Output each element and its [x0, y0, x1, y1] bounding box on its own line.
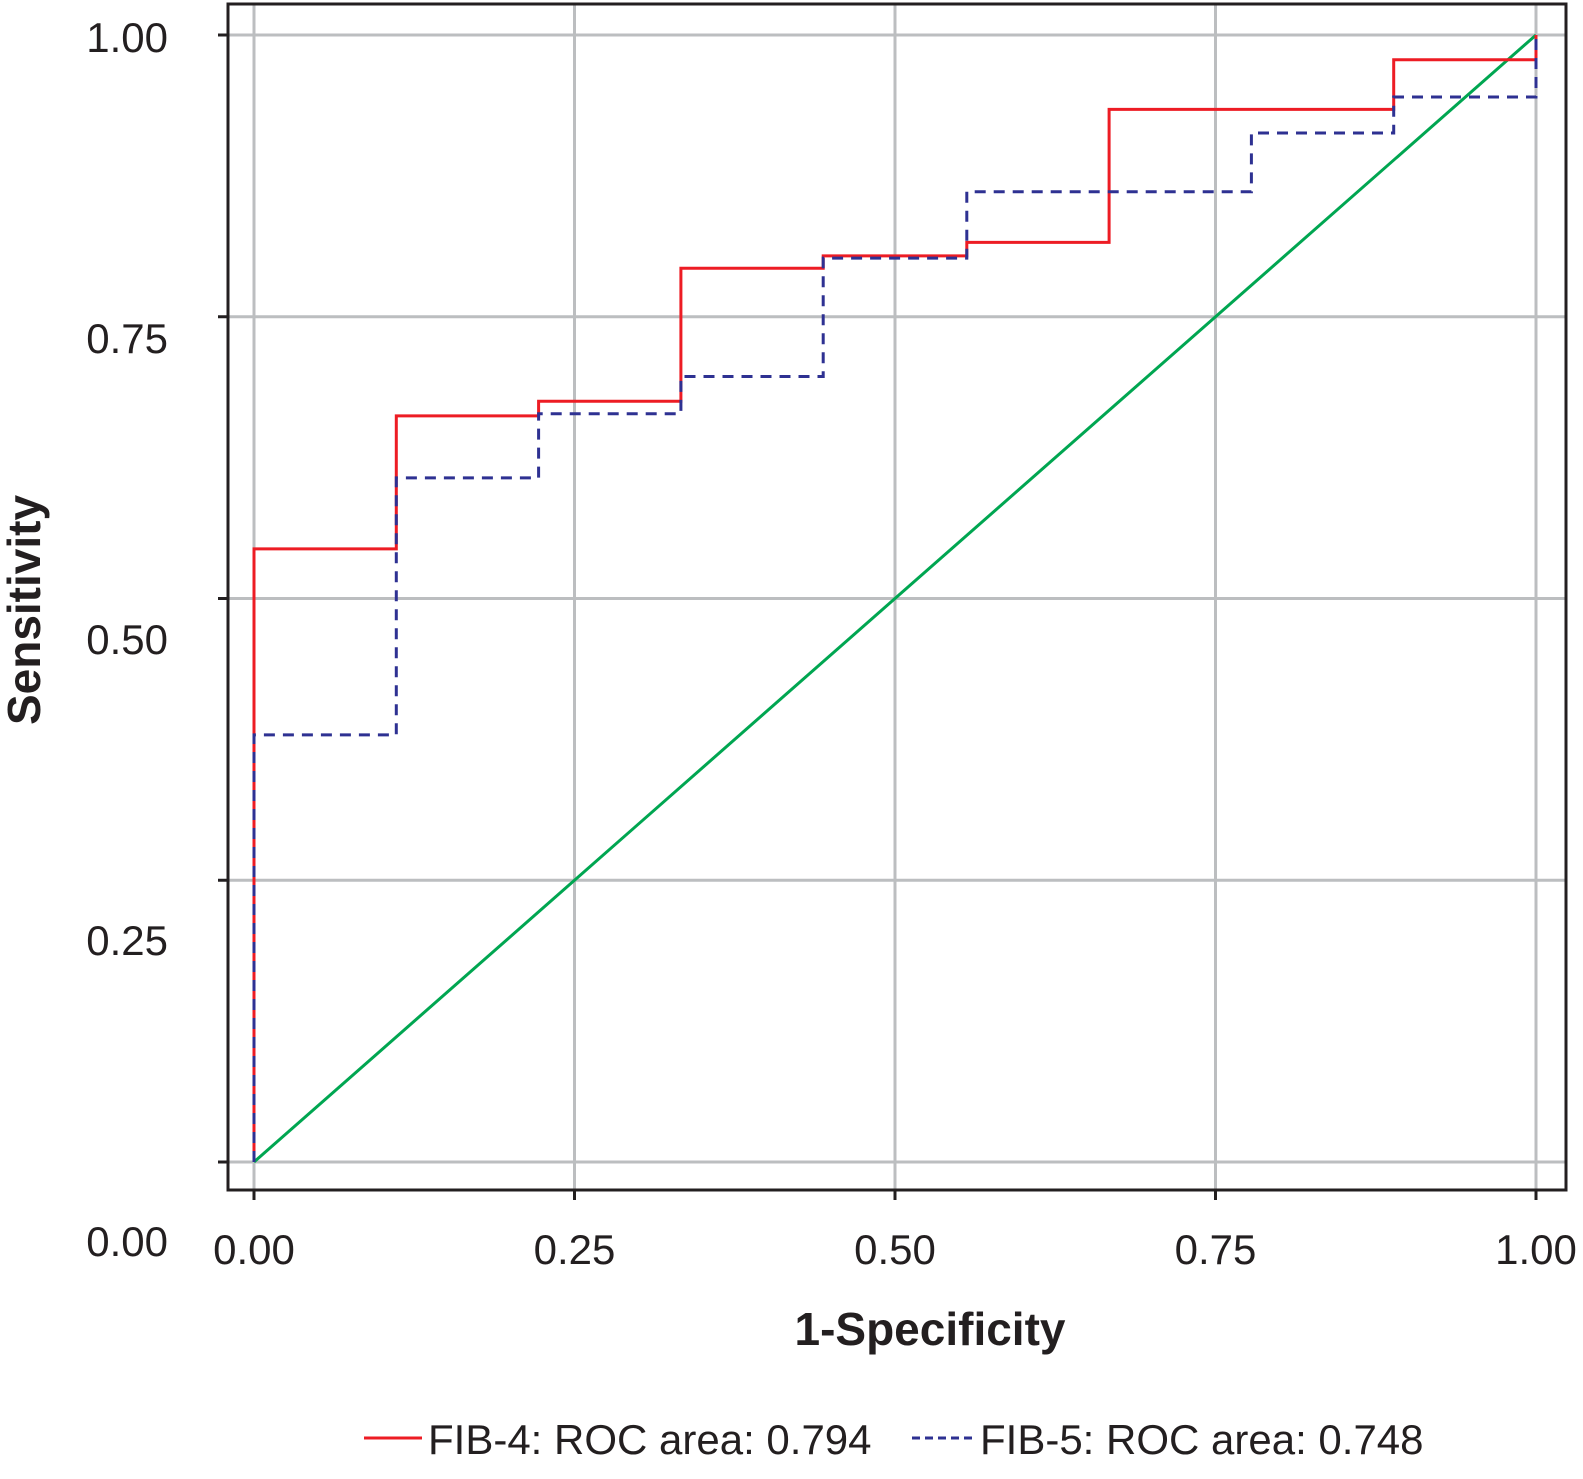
y-axis-label: Sensitivity: [0, 495, 50, 726]
y-tick-label: 0.50: [86, 616, 168, 663]
ticks: 0.00 0.25 0.50 0.75 1.00 0.00 0.25 0.50 0.75 1.00: [86, 14, 1577, 1273]
x-tick-label: 0.75: [1175, 1226, 1257, 1273]
legend-label-fib4: FIB-4: ROC area: 0.794: [428, 1416, 872, 1463]
series-layer: [252, 33, 1538, 1164]
reference-diagonal-line: [253, 33, 1537, 1164]
x-axis-label: 1-Specificity: [795, 1303, 1066, 1355]
x-tick-label: 0.50: [854, 1226, 936, 1273]
legend: FIB-4: ROC area: 0.794 FIB-5: ROC area: …: [364, 1416, 1424, 1463]
x-tick-label: 0.25: [534, 1226, 616, 1273]
x-tick-label: 0.00: [213, 1226, 295, 1273]
y-tick-label: 1.00: [86, 14, 168, 61]
y-tick-label: 0.25: [86, 917, 168, 964]
series-line-fib5: [252, 35, 1538, 1162]
grid: [228, 4, 1566, 1190]
y-tick-label: 0.00: [86, 1218, 168, 1265]
y-tick-label: 0.75: [86, 315, 168, 362]
legend-label-fib5: FIB-5: ROC area: 0.748: [980, 1416, 1424, 1463]
x-tick-label: 1.00: [1495, 1226, 1577, 1273]
